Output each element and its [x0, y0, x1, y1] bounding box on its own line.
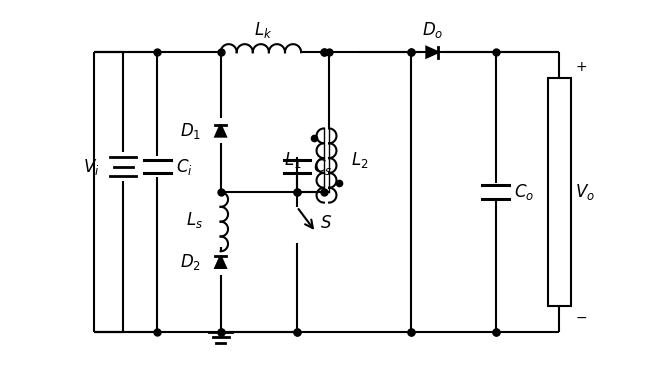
- Text: $L_k$: $L_k$: [254, 20, 272, 40]
- Polygon shape: [215, 256, 226, 268]
- Text: $L_s$: $L_s$: [185, 210, 203, 230]
- Text: $D_2$: $D_2$: [180, 252, 202, 272]
- Text: $L_1$: $L_1$: [284, 150, 302, 170]
- Text: $-$: $-$: [575, 310, 587, 324]
- Polygon shape: [426, 47, 438, 58]
- Text: $S$: $S$: [320, 215, 332, 232]
- Text: $V_i$: $V_i$: [84, 157, 100, 177]
- Text: $L_2$: $L_2$: [351, 150, 369, 170]
- Text: $D_1$: $D_1$: [180, 121, 202, 141]
- Text: $C_o$: $C_o$: [514, 182, 534, 202]
- Polygon shape: [215, 124, 226, 137]
- Text: $V_o$: $V_o$: [575, 182, 595, 202]
- Text: $C_i$: $C_i$: [176, 157, 193, 177]
- Text: $C_s$: $C_s$: [313, 157, 332, 177]
- Text: $+$: $+$: [575, 60, 587, 74]
- Text: $D_o$: $D_o$: [422, 20, 443, 40]
